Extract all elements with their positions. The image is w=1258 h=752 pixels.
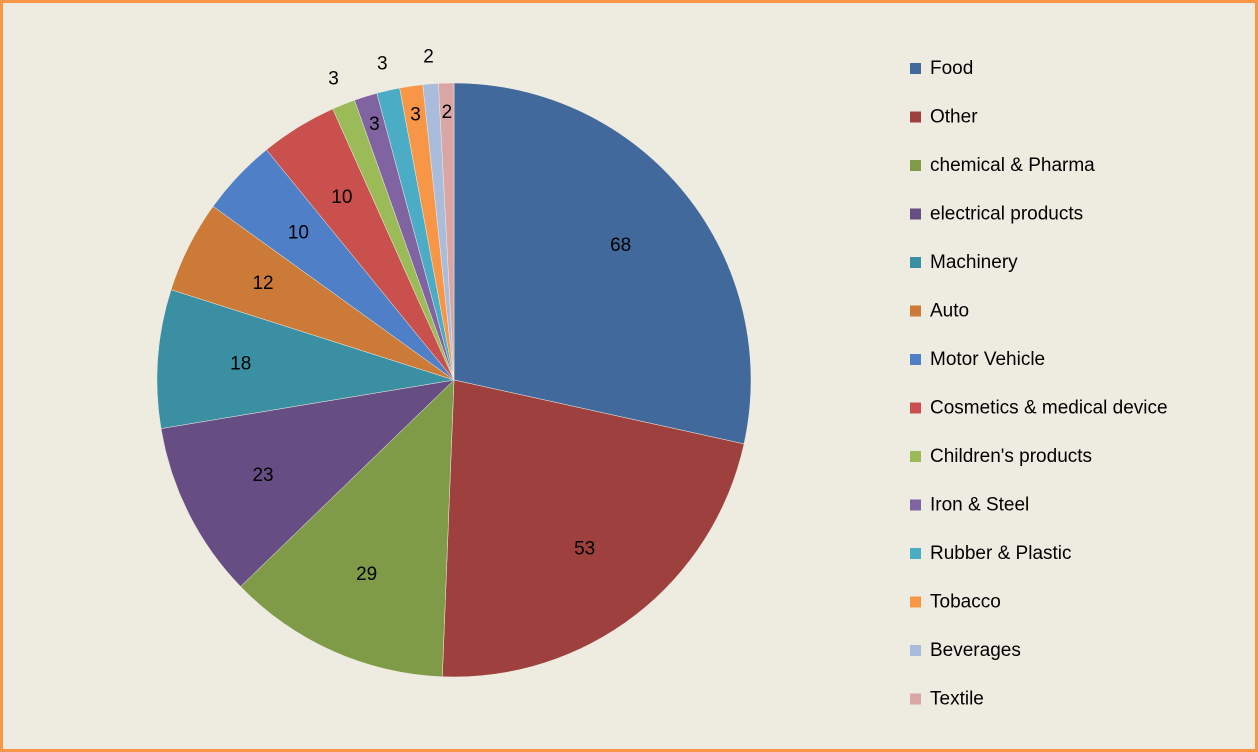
pie-slice <box>240 379 455 678</box>
data-label: 2 <box>423 46 434 67</box>
legend-swatch <box>910 645 921 656</box>
legend-label: Auto <box>930 301 969 322</box>
legend-swatch <box>910 305 921 317</box>
legend-swatch <box>910 208 921 220</box>
legend-label: electrical products <box>930 204 1083 225</box>
data-label: 10 <box>331 187 352 208</box>
legend-label: Machinery <box>930 252 1018 273</box>
legend-swatch <box>910 63 921 74</box>
legend-swatch <box>910 257 921 268</box>
data-label: 3 <box>328 69 339 90</box>
legend-swatch <box>910 160 921 171</box>
legend-label: Iron & Steel <box>930 495 1029 516</box>
legend-label: Food <box>930 58 973 79</box>
legend-label: Motor Vehicle <box>930 349 1045 370</box>
data-label: 53 <box>574 538 595 559</box>
data-label: 3 <box>369 114 380 135</box>
legend-label: Cosmetics & medical device <box>930 398 1168 419</box>
pie-slice <box>160 379 455 587</box>
data-label: 2 <box>442 102 453 123</box>
legend-label: Other <box>930 107 978 128</box>
pie-slice <box>442 379 745 678</box>
data-label: 29 <box>356 564 377 585</box>
legend-label: chemical & Pharma <box>930 155 1095 176</box>
legend-swatch <box>910 402 921 414</box>
data-label: 18 <box>230 354 251 375</box>
legend-swatch <box>910 693 921 705</box>
legend-swatch <box>910 451 921 462</box>
pie-slice <box>438 82 455 381</box>
legend-label: Rubber & Plastic <box>930 543 1072 564</box>
data-label: 3 <box>410 105 421 126</box>
data-label: 12 <box>252 273 273 294</box>
data-label: 68 <box>610 235 631 256</box>
legend-label: Tobacco <box>930 592 1001 613</box>
legend-swatch <box>910 354 921 365</box>
legend-label: Textile <box>930 689 984 710</box>
pie-slice <box>453 82 752 445</box>
legend-swatch <box>910 596 921 608</box>
legend-label: Beverages <box>930 640 1021 661</box>
data-label: 3 <box>377 53 388 74</box>
pie-slice <box>156 289 455 429</box>
data-label: 10 <box>288 222 309 243</box>
legend-swatch <box>910 111 921 123</box>
legend-label: Children's products <box>930 446 1092 467</box>
legend-swatch <box>910 548 921 559</box>
legend-swatch <box>910 499 921 511</box>
data-label: 23 <box>252 465 273 486</box>
